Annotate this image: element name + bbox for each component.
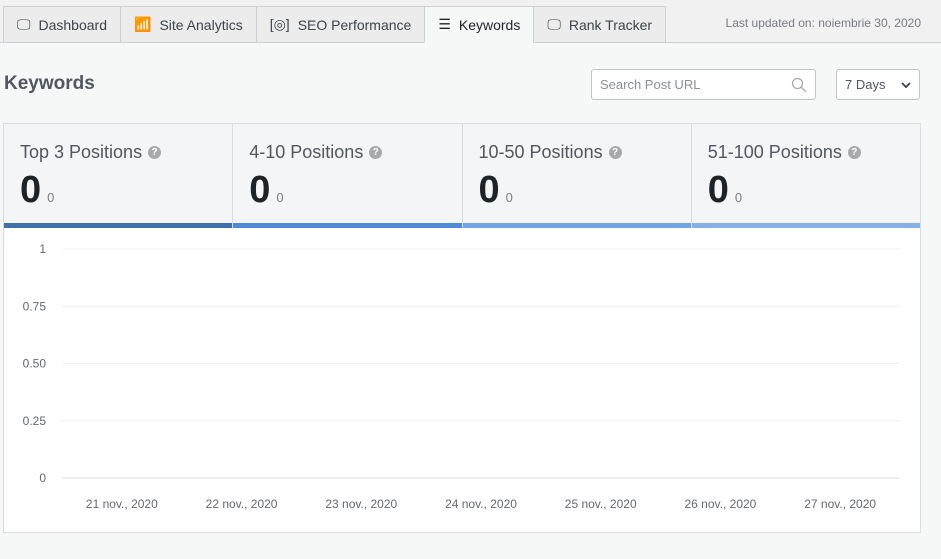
- help-icon[interactable]: ?: [148, 146, 162, 159]
- keywords-card: Top 3 Positions? 0 0 4-10 Positions? 0 0 10-…: [3, 123, 921, 533]
- monitor-icon: 🖵: [17, 16, 31, 32]
- x-tick-label: 23 nov., 2020: [325, 497, 397, 511]
- tab-seo-performance[interactable]: [◎] SEO Performance: [255, 6, 425, 43]
- help-icon[interactable]: ?: [608, 146, 622, 159]
- stat-label: 4-10 Positions: [249, 142, 364, 162]
- list-icon: ☰: [438, 16, 451, 32]
- stat-4-10[interactable]: 4-10 Positions? 0 0: [233, 124, 463, 228]
- x-tick-label: 24 nov., 2020: [445, 497, 517, 511]
- x-tick-label: 26 nov., 2020: [685, 497, 757, 511]
- stat-value: 0: [249, 169, 271, 211]
- stat-value: 0: [478, 169, 500, 211]
- y-tick-label: 0.50: [23, 357, 47, 371]
- y-tick-label: 0.75: [23, 299, 47, 313]
- stat-value: 0: [20, 169, 42, 211]
- search-input[interactable]: Search Post URL: [591, 69, 816, 100]
- search-placeholder: Search Post URL: [600, 77, 701, 92]
- stat-value: 0: [707, 169, 729, 211]
- help-icon[interactable]: ?: [369, 146, 383, 159]
- last-updated: Last updated on: noiembrie 30, 2020: [725, 16, 921, 30]
- page-title: Keywords: [4, 73, 95, 94]
- monitor-icon: 🖵: [547, 16, 561, 32]
- tab-label: Site Analytics: [159, 16, 243, 33]
- x-tick-label: 27 nov., 2020: [804, 497, 876, 511]
- stat-change: 0: [734, 190, 743, 205]
- stat-label: 10-50 Positions: [478, 142, 603, 162]
- bar-chart-icon: 📶: [134, 16, 152, 32]
- tab-site-analytics[interactable]: 📶 Site Analytics: [120, 6, 256, 43]
- stat-change: 0: [276, 190, 284, 205]
- stat-label: 51-100 Positions: [707, 142, 842, 162]
- stat-color-bar: [233, 223, 462, 228]
- stat-change: 0: [47, 190, 55, 205]
- y-tick-label: 0: [39, 471, 46, 485]
- x-tick-label: 25 nov., 2020: [565, 497, 637, 511]
- y-tick-label: 0.25: [23, 414, 47, 428]
- stat-label: Top 3 Positions: [20, 142, 143, 162]
- tab-keywords[interactable]: ☰ Keywords: [424, 6, 534, 43]
- stat-color-bar: [4, 223, 233, 228]
- stats-row: Top 3 Positions? 0 0 4-10 Positions? 0 0 10-…: [4, 124, 920, 228]
- stat-10-50[interactable]: 10-50 Positions? 0 0: [462, 124, 692, 228]
- x-tick-label: 21 nov., 2020: [86, 497, 158, 511]
- tab-rank-tracker[interactable]: 🖵 Rank Tracker: [533, 6, 667, 43]
- date-range-select[interactable]: 7 Days: [836, 69, 920, 100]
- stat-51-100[interactable]: 51-100 Positions? 0 0: [691, 124, 920, 228]
- stat-color-bar: [691, 223, 920, 228]
- stat-top3[interactable]: Top 3 Positions? 0 0: [4, 124, 234, 228]
- stat-change: 0: [505, 190, 513, 205]
- tab-bar: 🖵 Dashboard 📶 Site Analytics [◎] SEO Perfor…: [3, 6, 667, 43]
- search-icon: [791, 77, 807, 92]
- x-tick-label: 22 nov., 2020: [206, 497, 278, 511]
- tab-label: Dashboard: [38, 16, 108, 33]
- chevron-down-icon: [901, 81, 911, 88]
- eye-scan-icon: [◎]: [269, 16, 290, 32]
- stat-color-bar: [462, 223, 691, 228]
- tab-label: Keywords: [458, 16, 521, 33]
- tab-label: Rank Tracker: [568, 16, 653, 33]
- y-tick-label: 1: [39, 242, 46, 256]
- select-value: 7 Days: [845, 77, 886, 92]
- tab-dashboard[interactable]: 🖵 Dashboard: [3, 6, 120, 43]
- tab-label: SEO Performance: [297, 16, 412, 33]
- keywords-chart: 0 0.25 0.50 0.75 1 21 nov., 2020 22 nov., 2020…: [23, 242, 900, 511]
- help-icon[interactable]: ?: [847, 146, 861, 159]
